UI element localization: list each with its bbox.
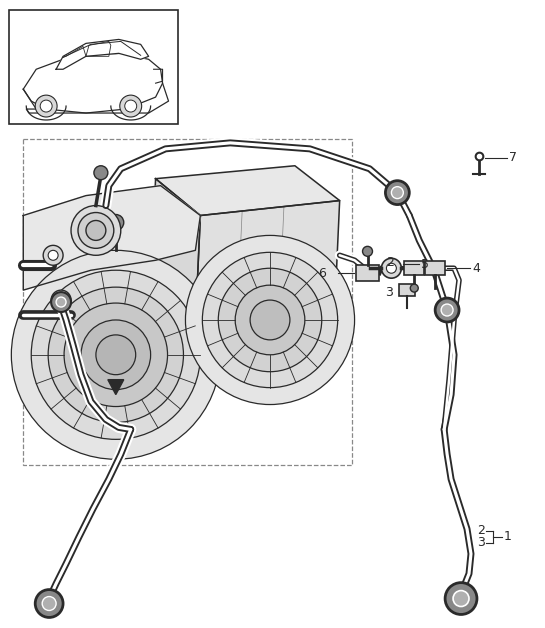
Circle shape (56, 295, 66, 305)
Bar (425, 261, 445, 275)
Text: 3: 3 (477, 536, 485, 550)
Circle shape (51, 292, 71, 312)
Circle shape (71, 205, 121, 256)
Polygon shape (56, 40, 149, 69)
Circle shape (445, 583, 477, 614)
Circle shape (391, 187, 403, 198)
Circle shape (435, 298, 459, 322)
Circle shape (31, 270, 201, 440)
Text: 3: 3 (385, 286, 393, 298)
Circle shape (86, 220, 106, 241)
Polygon shape (196, 200, 340, 325)
Bar (404, 261, 424, 275)
Circle shape (64, 303, 167, 406)
Text: 2: 2 (386, 256, 394, 269)
Text: 7: 7 (509, 151, 517, 165)
Circle shape (11, 251, 220, 459)
Circle shape (120, 95, 142, 117)
Circle shape (35, 95, 57, 117)
Circle shape (219, 268, 322, 372)
Bar (355, 265, 379, 281)
Circle shape (48, 251, 58, 260)
Circle shape (235, 285, 305, 355)
Circle shape (185, 236, 355, 404)
Circle shape (410, 284, 418, 292)
Circle shape (386, 263, 396, 273)
Polygon shape (108, 380, 124, 394)
Polygon shape (150, 179, 201, 325)
Circle shape (108, 215, 124, 230)
Circle shape (96, 335, 136, 375)
Circle shape (125, 100, 137, 112)
Text: 5: 5 (421, 257, 429, 271)
Circle shape (51, 290, 71, 310)
Text: 4: 4 (472, 262, 480, 274)
Text: 2: 2 (477, 524, 485, 538)
Circle shape (78, 212, 114, 248)
Circle shape (382, 258, 401, 278)
Circle shape (42, 597, 56, 610)
Circle shape (56, 297, 66, 307)
Bar (23, 139, 352, 465)
Circle shape (441, 304, 453, 316)
Circle shape (385, 181, 409, 205)
Circle shape (48, 287, 184, 423)
Circle shape (81, 320, 150, 389)
Polygon shape (156, 166, 340, 215)
Circle shape (250, 300, 290, 340)
Circle shape (40, 100, 52, 112)
Text: 6: 6 (318, 267, 326, 279)
Bar (399, 284, 415, 296)
Text: 1: 1 (504, 531, 512, 543)
Polygon shape (23, 53, 162, 113)
Circle shape (362, 246, 372, 256)
Circle shape (94, 166, 108, 180)
Polygon shape (23, 186, 201, 290)
Circle shape (43, 246, 63, 265)
Bar (9, 9, 178, 124)
Circle shape (35, 590, 63, 617)
Circle shape (202, 252, 338, 387)
Circle shape (453, 590, 469, 607)
